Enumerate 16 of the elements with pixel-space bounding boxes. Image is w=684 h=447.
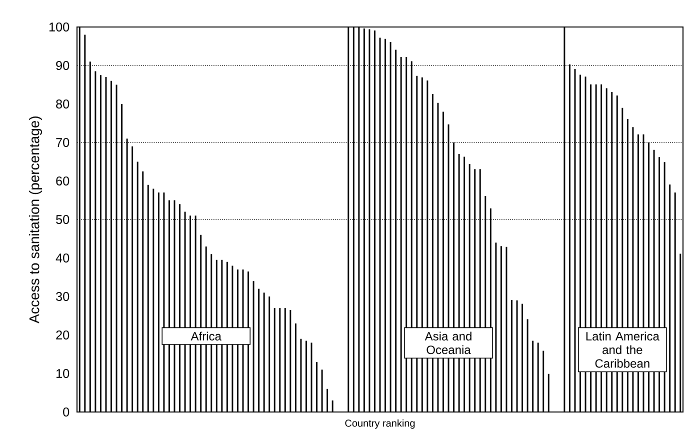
annotation: Asia and Oceania (424, 332, 472, 354)
y-tick-label: 100 (49, 22, 70, 32)
y-tick-label: 50 (56, 215, 70, 224)
x-axis-title: Country ranking (345, 419, 415, 429)
y-tick-label: 30 (56, 292, 70, 301)
annotation: Africa (190, 332, 222, 341)
y-tick-label: 60 (56, 176, 70, 186)
y-tick-label: 0 (63, 408, 70, 416)
annotation: Latin America and the Caribbean (586, 332, 660, 368)
y-tick-label: 90 (56, 61, 70, 70)
y-tick-label: 80 (56, 100, 70, 108)
y-tick-label: 10 (56, 369, 70, 378)
y-tick-label: 70 (56, 138, 70, 147)
y-tick-label: 40 (56, 254, 70, 262)
y-tick-label: 20 (56, 330, 70, 340)
y-axis-title: Access to sanitation (percentage) (28, 116, 42, 324)
